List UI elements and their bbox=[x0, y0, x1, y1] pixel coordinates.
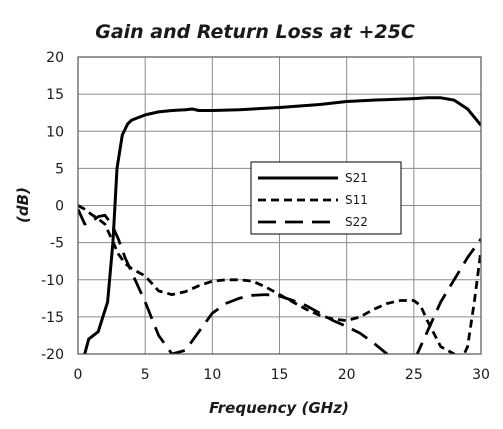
y-tick-label: 0 bbox=[55, 199, 64, 215]
y-tick-label: 15 bbox=[46, 87, 64, 103]
legend-label-s11: S11 bbox=[345, 193, 368, 207]
y-tick-label: 20 bbox=[46, 50, 64, 66]
y-tick-label: -15 bbox=[41, 310, 64, 326]
x-tick-label: 20 bbox=[338, 367, 356, 383]
x-tick-label: 10 bbox=[203, 367, 221, 383]
legend: S21 S11 S22 bbox=[250, 161, 402, 235]
x-tick-label: 30 bbox=[472, 367, 490, 383]
chart-title: Gain and Return Loss at +25C bbox=[95, 21, 415, 43]
series-s21-line bbox=[83, 96, 481, 354]
y-axis-label: (dB) bbox=[14, 187, 32, 223]
y-tick-label: 10 bbox=[46, 124, 64, 140]
legend-label-s22: S22 bbox=[345, 215, 368, 229]
y-tick-label: -20 bbox=[41, 347, 64, 363]
legend-label-s21: S21 bbox=[345, 171, 368, 185]
y-tick-label: -5 bbox=[50, 236, 64, 252]
x-tick-label: 15 bbox=[271, 367, 289, 383]
y-tick-label: 5 bbox=[55, 161, 64, 177]
x-tick-label: 5 bbox=[141, 367, 150, 383]
x-axis-label: Frequency (GHz) bbox=[209, 399, 349, 417]
x-tick-label: 25 bbox=[405, 367, 423, 383]
tick-labels: 0 5 10 15 20 25 30 -20 -15 -10 -5 0 5 10 15 20 bbox=[41, 50, 490, 383]
x-tick-label: 0 bbox=[74, 367, 83, 383]
series-lines bbox=[78, 96, 481, 354]
plot-area-frame bbox=[77, 56, 482, 355]
series-s11-line bbox=[78, 204, 481, 354]
y-tick-label: -10 bbox=[41, 273, 64, 289]
series-s22-line bbox=[78, 208, 481, 354]
